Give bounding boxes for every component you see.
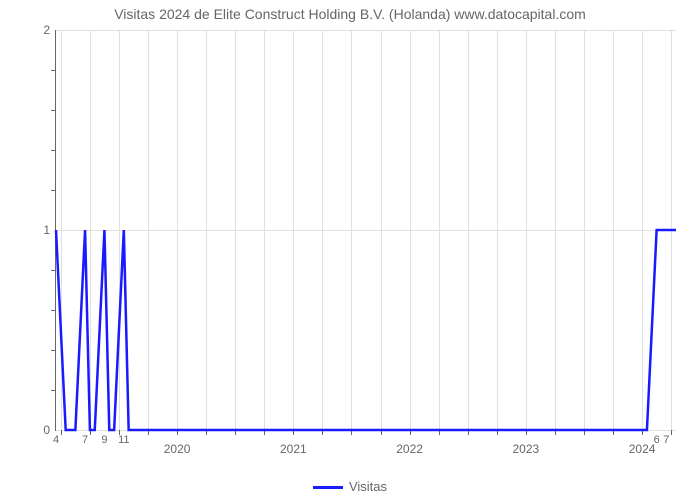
x-tick-minor [61,430,62,435]
x-tick-edge: 4 [53,430,59,446]
x-tick-edge: 11 [118,430,129,446]
y-tick-label: 1 [43,223,56,237]
x-tick-edge: 6 [654,430,660,446]
x-tick-minor [671,430,672,435]
series-line [56,30,676,430]
legend-label: Visitas [349,479,387,494]
y-tick-label: 2 [43,23,56,37]
plot-area: 012202020212022202320244791167 [55,30,676,431]
x-tick-year: 2020 [164,430,191,456]
chart-title: Visitas 2024 de Elite Construct Holding … [0,6,700,22]
x-tick-edge: 9 [101,430,107,446]
legend-swatch [313,486,343,489]
x-tick-edge: 7 [663,430,669,446]
x-tick-year: 2022 [396,430,423,456]
legend: Visitas [0,479,700,494]
x-tick-edge: 7 [82,430,88,446]
x-tick-year: 2021 [280,430,307,456]
x-tick-year: 2023 [512,430,539,456]
x-tick-year: 2024 [629,430,656,456]
